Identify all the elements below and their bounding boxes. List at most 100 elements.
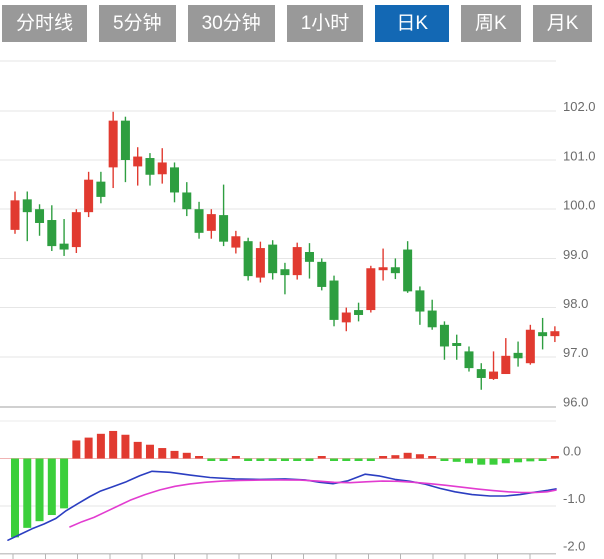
candle-body	[329, 280, 339, 320]
candle-body	[280, 269, 290, 276]
candles-layer	[10, 111, 560, 390]
macd-bar	[96, 433, 105, 459]
candle-body	[170, 167, 180, 193]
candle-body	[10, 200, 20, 230]
macd-bar	[415, 454, 424, 459]
candle-body	[366, 268, 376, 311]
macd-bar	[403, 452, 412, 459]
candle-body	[403, 249, 413, 292]
candle-body	[194, 209, 204, 233]
candle-body	[182, 192, 192, 210]
candle-body	[390, 267, 400, 274]
macd-bar	[170, 450, 179, 459]
macd-bar	[11, 458, 19, 538]
macd-bar	[464, 458, 473, 464]
y-axis-label: 97.0	[563, 345, 588, 360]
macd-y-axis-label: -1.0	[563, 491, 585, 506]
macd-bar	[428, 456, 437, 459]
macd-bar	[207, 458, 216, 461]
candle-body	[96, 181, 106, 197]
candle-body	[268, 244, 278, 274]
candle-body	[219, 215, 229, 242]
candle-body	[304, 252, 314, 262]
macd-bar	[440, 458, 449, 461]
macd-bar	[133, 441, 142, 459]
candle-body	[145, 158, 155, 175]
candle-body	[120, 120, 130, 160]
candle-body	[47, 220, 57, 247]
candle-body	[108, 120, 118, 168]
candle-body	[464, 351, 474, 369]
macd-bar	[354, 458, 363, 461]
candle-body	[501, 355, 511, 375]
tab-月K[interactable]: 月K	[532, 5, 593, 42]
macd-bar	[244, 458, 253, 461]
candle-body	[513, 352, 523, 359]
y-axis-label: 102.0	[563, 99, 596, 114]
candle-body	[415, 290, 425, 312]
macd-bar	[60, 458, 69, 509]
macd-y-axis-label: 0.0	[563, 443, 581, 458]
macd-bar	[109, 430, 118, 459]
gridlines	[0, 60, 556, 559]
macd-bar	[293, 458, 302, 461]
candle-body	[452, 343, 462, 346]
macd-bar	[268, 458, 277, 461]
candle-body	[22, 199, 32, 213]
candle-body	[378, 267, 388, 271]
tab-日K[interactable]: 日K	[375, 5, 449, 42]
macd-bar	[195, 456, 204, 459]
candle-body	[71, 212, 81, 248]
candle-body	[292, 247, 302, 276]
period-tabbar: 分时线 5分钟 30分钟 1小时 日K 周K 月K	[2, 5, 593, 42]
candle-body	[206, 214, 216, 231]
candle-body	[317, 261, 327, 287]
macd-bar	[366, 458, 375, 461]
dif-line	[7, 470, 557, 542]
macd-bar	[452, 458, 461, 462]
macd-bar	[256, 458, 265, 461]
macd-bar	[317, 456, 326, 459]
candle-body	[59, 243, 69, 250]
candle-body	[489, 371, 499, 379]
tab-1小时[interactable]: 1小时	[286, 5, 364, 42]
macd-bar	[121, 434, 130, 459]
macd-bar	[526, 458, 535, 462]
macd-bar	[231, 456, 240, 459]
macd-bar	[342, 458, 351, 461]
tab-分时线[interactable]: 分时线	[2, 5, 88, 42]
macd-histogram	[11, 430, 559, 538]
macd-bar	[219, 458, 228, 461]
macd-bar	[550, 456, 559, 459]
macd-bar	[47, 458, 56, 516]
macd-y-axis-label: -2.0	[563, 538, 585, 553]
tab-30分钟[interactable]: 30分钟	[187, 5, 275, 42]
candle-body	[133, 156, 143, 167]
macd-bar	[84, 437, 93, 459]
macd-bar	[145, 444, 154, 459]
y-axis-label: 100.0	[563, 198, 596, 213]
candle-body	[231, 236, 241, 248]
y-axis-label: 98.0	[563, 296, 588, 311]
candle-body	[427, 310, 437, 328]
candle-body	[354, 310, 364, 315]
tab-周K[interactable]: 周K	[461, 5, 521, 42]
macd-bar	[158, 448, 167, 459]
macd-bar	[182, 452, 191, 459]
macd-bar	[280, 458, 289, 461]
candle-body	[439, 324, 449, 347]
candle-body	[157, 162, 167, 175]
axis-labels: 102.0 101.0 100.0 99.0 98.0 97.0 96.0 0.0 -1.0 -2…	[563, 99, 596, 553]
candle-body	[476, 369, 486, 378]
macd-bar	[514, 458, 523, 463]
candle-body	[255, 248, 265, 278]
tab-5分钟[interactable]: 5分钟	[99, 5, 176, 42]
macd-lines	[7, 470, 557, 542]
candle-body	[35, 209, 45, 223]
dea-line	[69, 479, 557, 528]
macd-bar	[379, 456, 388, 459]
macd-bar	[72, 440, 81, 459]
macd-bar	[391, 455, 400, 459]
